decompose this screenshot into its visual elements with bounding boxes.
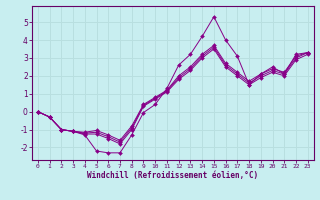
X-axis label: Windchill (Refroidissement éolien,°C): Windchill (Refroidissement éolien,°C) (87, 171, 258, 180)
